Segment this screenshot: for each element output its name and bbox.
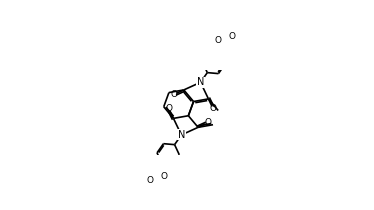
- Text: O: O: [146, 176, 153, 185]
- Text: O: O: [215, 36, 222, 45]
- Text: N: N: [197, 77, 204, 87]
- Text: N: N: [178, 130, 185, 140]
- Text: O: O: [204, 118, 211, 127]
- Text: O: O: [209, 104, 217, 113]
- Text: O: O: [229, 32, 236, 41]
- Text: O: O: [160, 172, 167, 181]
- Text: O: O: [171, 90, 178, 99]
- Text: O: O: [165, 104, 172, 113]
